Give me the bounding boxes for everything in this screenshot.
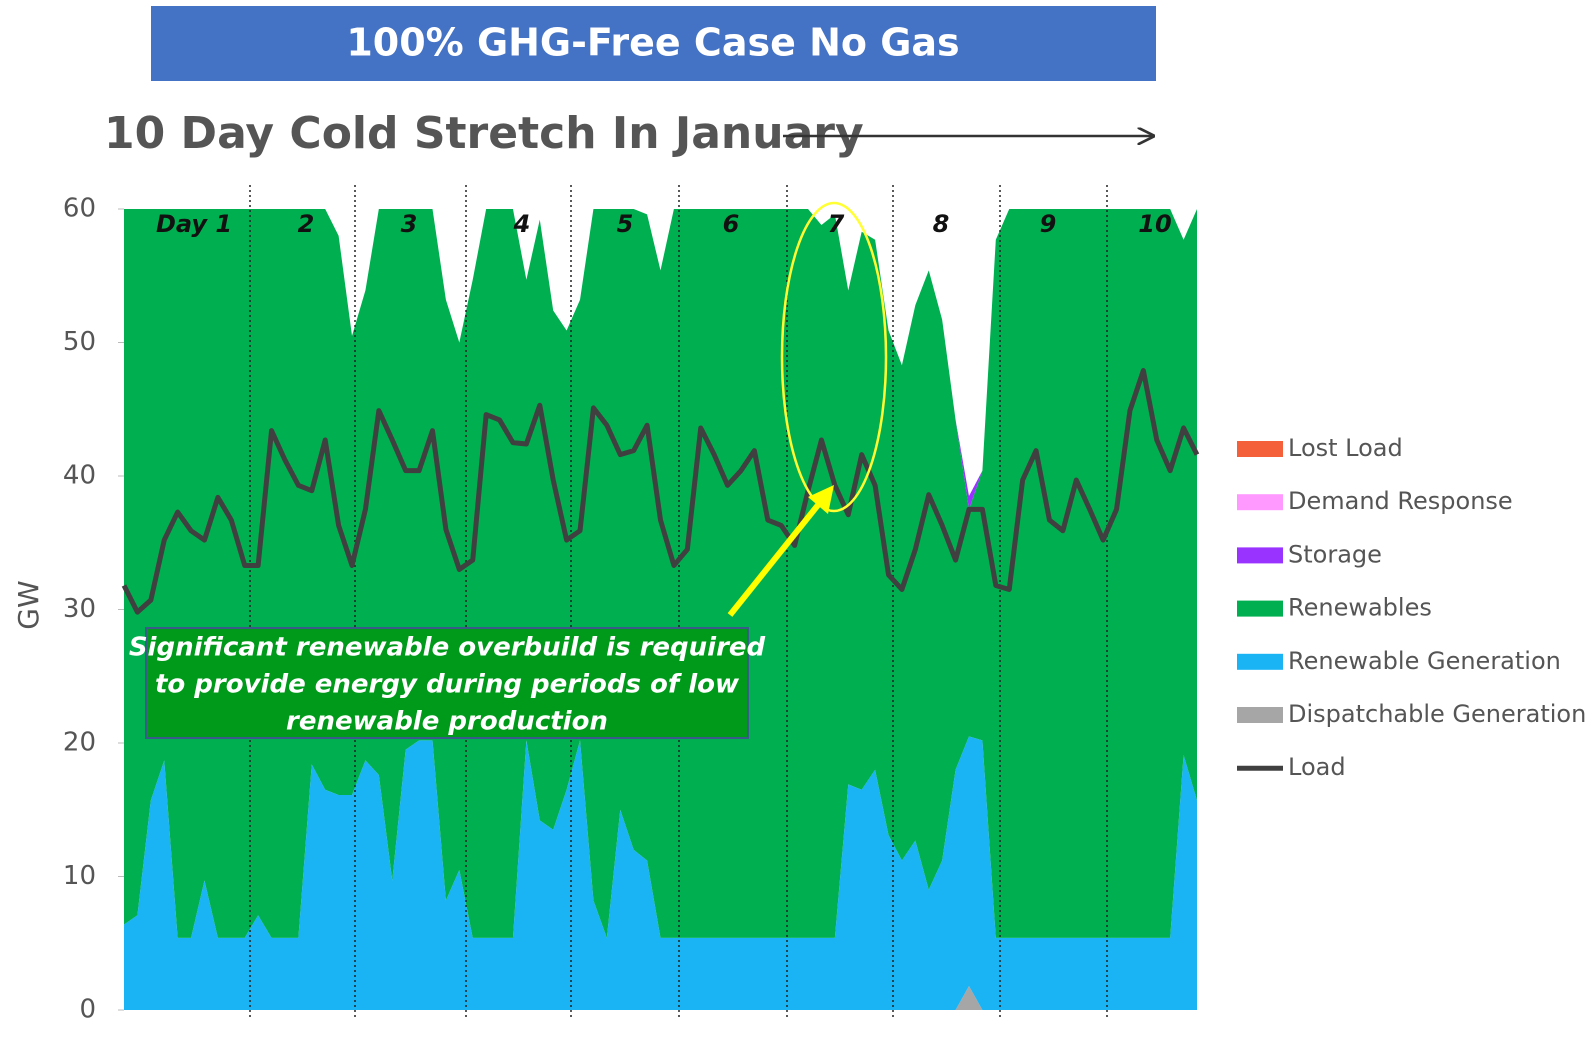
legend-swatch xyxy=(1237,707,1283,723)
day-label: 3 xyxy=(401,210,418,238)
y-tick-label: 60 xyxy=(63,194,96,224)
area xyxy=(124,736,1197,1010)
y-tick-label: 0 xyxy=(79,995,96,1025)
legend-swatch xyxy=(1237,547,1283,564)
legend-swatch xyxy=(1237,600,1283,617)
legend-swatch xyxy=(1237,653,1283,670)
y-tick-label: 30 xyxy=(63,594,96,624)
title-banner xyxy=(151,6,1156,81)
legend-label: Lost Load xyxy=(1288,434,1403,462)
legend-label: Storage xyxy=(1288,540,1382,568)
day-label: 2 xyxy=(298,210,315,238)
annotation-text: Significant renewable overbuild is requi… xyxy=(129,633,766,663)
day-label: 8 xyxy=(933,210,950,238)
day-label: 7 xyxy=(828,210,845,238)
legend-label: Demand Response xyxy=(1288,487,1513,515)
legend-label: Load xyxy=(1288,753,1346,781)
load-line xyxy=(121,368,1200,615)
day-label: 6 xyxy=(723,210,740,238)
legend-swatch xyxy=(1237,494,1283,511)
day-label: 5 xyxy=(617,210,634,238)
annotation-text: renewable production xyxy=(286,707,608,737)
day-label: Day 1 xyxy=(156,210,232,238)
day-label: 9 xyxy=(1040,210,1057,238)
annotation-text: to provide energy during periods of low xyxy=(155,670,740,700)
callout-arrowhead xyxy=(808,485,834,514)
y-tick-label: 20 xyxy=(63,728,96,758)
y-tick-label: 50 xyxy=(63,327,96,357)
chart-subtitle: 10 Day Cold Stretch In January xyxy=(104,108,864,159)
legend-label: Dispatchable Generation xyxy=(1288,700,1586,728)
areas: Day 1 2 3 4 5 6 7 8 9 10 xyxy=(124,185,1197,1018)
y-tick-label: 40 xyxy=(63,461,96,491)
day-label: 10 xyxy=(1138,210,1171,238)
highlight-ellipse xyxy=(780,201,888,513)
y-tick-label: 10 xyxy=(63,861,96,891)
legend-label: Renewable Generation xyxy=(1288,647,1561,675)
legend-label: Renewables xyxy=(1288,594,1432,622)
area xyxy=(124,209,1197,938)
chart-title: 100% GHG-Free Case No Gas xyxy=(346,21,959,65)
callout-arrow xyxy=(727,498,825,617)
day-label: 4 xyxy=(513,210,531,238)
legend-swatch xyxy=(1237,441,1283,457)
overlay xyxy=(121,368,1200,615)
y-axis-label: GW xyxy=(12,580,45,629)
annotation-box xyxy=(145,627,749,739)
